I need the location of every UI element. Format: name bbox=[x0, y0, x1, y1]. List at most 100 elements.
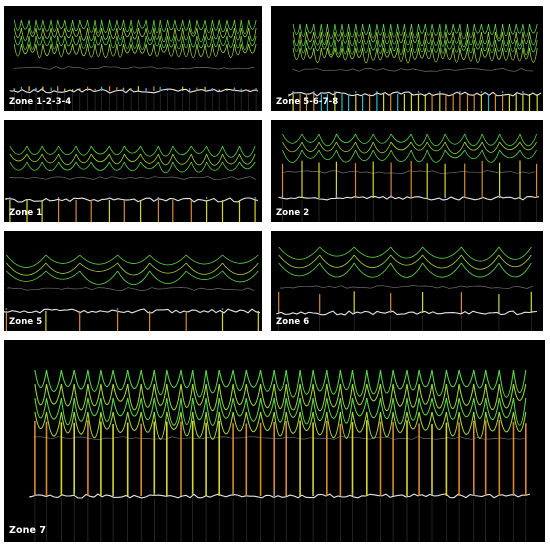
survey-marker bbox=[396, 91, 399, 93]
cable-span bbox=[278, 246, 321, 260]
cable-span bbox=[180, 369, 194, 389]
cable-span bbox=[222, 270, 259, 283]
cable-span bbox=[180, 397, 194, 425]
cable-span bbox=[34, 411, 48, 430]
survey-marker bbox=[166, 88, 169, 90]
cable-span bbox=[153, 19, 161, 34]
cable-span bbox=[404, 39, 412, 53]
cable-span bbox=[431, 39, 441, 53]
cable-span bbox=[42, 43, 52, 56]
cable-span bbox=[411, 47, 419, 60]
cable-span bbox=[182, 35, 190, 49]
survey-marker bbox=[108, 197, 111, 199]
cable-span bbox=[57, 27, 66, 38]
cable-span bbox=[9, 153, 28, 162]
cable-span bbox=[341, 39, 349, 55]
cable-span bbox=[326, 369, 341, 395]
cable-span bbox=[319, 262, 355, 278]
cable-span bbox=[312, 397, 328, 421]
cable-span bbox=[153, 383, 168, 406]
cable-span bbox=[273, 397, 287, 423]
cable-span bbox=[515, 47, 524, 62]
cable-span bbox=[192, 383, 207, 406]
cable-span bbox=[404, 31, 412, 46]
cable-span bbox=[35, 27, 44, 40]
cable-span bbox=[473, 31, 482, 46]
cable-span bbox=[273, 369, 287, 392]
cable-span bbox=[174, 35, 184, 50]
guide-line bbox=[7, 287, 255, 291]
cable-span bbox=[336, 141, 356, 153]
cable-span bbox=[512, 383, 527, 402]
cable-span bbox=[130, 19, 139, 34]
cable-span bbox=[9, 161, 28, 171]
cable-span bbox=[185, 254, 223, 265]
catenary-render-zone-6 bbox=[276, 246, 538, 331]
cable-span bbox=[509, 31, 517, 44]
survey-marker bbox=[57, 197, 60, 199]
cable-span bbox=[138, 43, 147, 54]
survey-marker bbox=[498, 195, 501, 197]
cable-span bbox=[41, 161, 59, 171]
cable-span bbox=[149, 262, 187, 274]
cable-span bbox=[138, 27, 147, 38]
cable-span bbox=[109, 19, 118, 31]
survey-marker bbox=[78, 88, 81, 90]
cable-span bbox=[390, 149, 412, 162]
cable-span bbox=[372, 149, 392, 161]
cable-span bbox=[498, 369, 515, 398]
survey-marker bbox=[35, 88, 37, 90]
survey-marker bbox=[100, 88, 103, 90]
cable-span bbox=[182, 19, 190, 31]
catenary-render-zone-7 bbox=[29, 369, 531, 542]
panel-zone-5: Zone 5 bbox=[4, 231, 262, 331]
cable-span bbox=[75, 161, 92, 170]
cable-span bbox=[485, 397, 500, 421]
cable-span bbox=[140, 383, 155, 408]
cable-span bbox=[515, 31, 524, 46]
cable-span bbox=[101, 43, 110, 58]
cable-span bbox=[320, 39, 328, 50]
cable-span bbox=[153, 397, 168, 418]
cable-span bbox=[459, 39, 468, 51]
cable-span bbox=[379, 383, 394, 411]
cable-span bbox=[473, 23, 482, 34]
cable-span bbox=[240, 19, 250, 35]
cable-span bbox=[306, 31, 315, 42]
cable-span bbox=[180, 383, 194, 408]
cable-span bbox=[355, 141, 374, 154]
survey-marker bbox=[56, 88, 59, 90]
cable-span bbox=[6, 262, 47, 276]
cable-span bbox=[336, 149, 356, 163]
cable-span bbox=[140, 369, 155, 390]
cable-span bbox=[112, 369, 129, 391]
cable-span bbox=[473, 411, 487, 439]
cable-span bbox=[458, 411, 475, 435]
cable-span bbox=[355, 47, 363, 58]
cable-span bbox=[452, 31, 461, 44]
cable-span bbox=[376, 47, 384, 61]
survey-marker bbox=[13, 88, 16, 90]
cable-span bbox=[21, 19, 30, 30]
ground-profile bbox=[29, 493, 531, 499]
cable-span bbox=[138, 35, 147, 50]
cable-span bbox=[239, 145, 256, 158]
cable-span bbox=[327, 39, 336, 56]
cable-span bbox=[366, 397, 382, 419]
cable-span bbox=[72, 19, 81, 32]
cable-span bbox=[140, 161, 159, 170]
cable-span bbox=[138, 19, 147, 29]
cable-span bbox=[79, 27, 88, 41]
cable-span bbox=[306, 47, 315, 59]
survey-marker bbox=[312, 493, 314, 495]
cable-span bbox=[234, 35, 242, 49]
cable-span bbox=[50, 27, 59, 38]
cable-span bbox=[348, 23, 357, 38]
cable-span bbox=[73, 383, 89, 411]
cable-span bbox=[100, 397, 114, 422]
cable-span bbox=[285, 397, 301, 418]
cable-span bbox=[353, 246, 391, 258]
cable-span bbox=[515, 39, 524, 50]
cable-span bbox=[94, 43, 102, 57]
cable-span bbox=[260, 383, 275, 408]
